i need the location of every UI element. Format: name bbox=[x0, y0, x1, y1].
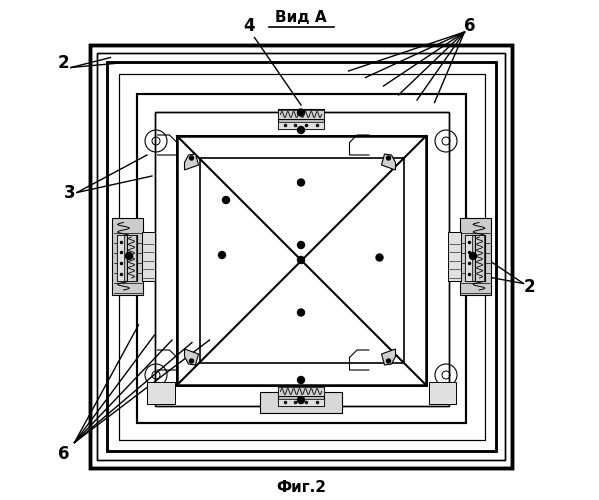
Bar bbox=[117, 234, 124, 281]
Bar bbox=[448, 232, 461, 281]
Bar bbox=[278, 122, 324, 129]
Circle shape bbox=[219, 252, 225, 258]
Text: 4: 4 bbox=[244, 17, 255, 35]
Polygon shape bbox=[184, 349, 198, 365]
Bar bbox=[278, 386, 324, 406]
Bar bbox=[147, 382, 174, 404]
Polygon shape bbox=[184, 154, 198, 170]
Bar bbox=[465, 234, 485, 281]
Circle shape bbox=[376, 254, 383, 261]
Circle shape bbox=[386, 156, 391, 160]
Polygon shape bbox=[382, 154, 395, 170]
Circle shape bbox=[189, 156, 193, 160]
Circle shape bbox=[298, 126, 304, 134]
Circle shape bbox=[298, 376, 304, 384]
Text: 6: 6 bbox=[464, 17, 475, 35]
Bar bbox=[278, 399, 324, 406]
Bar bbox=[119, 74, 485, 440]
Bar bbox=[465, 234, 472, 281]
Bar bbox=[428, 382, 456, 404]
Bar bbox=[117, 234, 137, 281]
Bar bbox=[475, 234, 484, 281]
Circle shape bbox=[298, 256, 304, 264]
Bar bbox=[97, 52, 504, 460]
Bar bbox=[278, 110, 324, 119]
Text: Фиг.2: Фиг.2 bbox=[276, 480, 326, 495]
Bar bbox=[119, 74, 485, 440]
Polygon shape bbox=[382, 349, 395, 365]
Circle shape bbox=[189, 359, 193, 363]
Circle shape bbox=[126, 252, 132, 260]
Bar bbox=[459, 218, 491, 295]
Circle shape bbox=[298, 396, 304, 404]
Circle shape bbox=[222, 196, 229, 203]
Bar bbox=[177, 136, 426, 385]
Bar bbox=[177, 136, 426, 385]
Bar bbox=[137, 94, 466, 422]
Bar bbox=[89, 45, 512, 468]
Bar bbox=[177, 136, 426, 385]
Bar bbox=[278, 387, 324, 396]
Bar bbox=[278, 109, 324, 129]
Bar bbox=[199, 158, 404, 362]
Circle shape bbox=[298, 109, 304, 116]
Circle shape bbox=[298, 179, 304, 186]
Bar bbox=[142, 232, 155, 281]
Circle shape bbox=[386, 359, 391, 363]
Bar bbox=[259, 392, 342, 412]
Bar bbox=[127, 234, 136, 281]
Circle shape bbox=[470, 252, 476, 260]
Text: Вид А: Вид А bbox=[275, 10, 327, 25]
Bar bbox=[137, 94, 466, 422]
Text: 6: 6 bbox=[58, 445, 69, 463]
Bar bbox=[107, 62, 496, 451]
Text: 2: 2 bbox=[58, 54, 69, 72]
Text: 3: 3 bbox=[63, 184, 75, 202]
Bar bbox=[155, 112, 449, 406]
Bar bbox=[89, 45, 512, 468]
Bar bbox=[155, 112, 449, 406]
Bar bbox=[107, 62, 496, 451]
Bar bbox=[97, 52, 504, 460]
Circle shape bbox=[298, 309, 304, 316]
Bar bbox=[112, 218, 143, 295]
Text: 2: 2 bbox=[524, 278, 536, 296]
Circle shape bbox=[298, 242, 304, 248]
